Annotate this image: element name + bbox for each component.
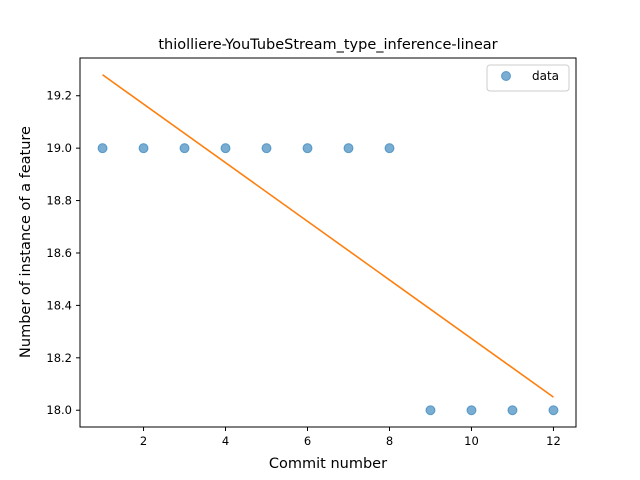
- y-tick-label: 18.8: [46, 194, 72, 208]
- data-points-series: [97, 143, 559, 416]
- data-point: [179, 143, 190, 154]
- data-point: [220, 143, 231, 154]
- y-tick-label: 18.4: [46, 298, 72, 312]
- plot-area: [80, 58, 576, 427]
- y-axis: 18.0 18.2 18.4 18.6 18.8 19.0 19.2: [46, 89, 80, 417]
- data-point: [384, 143, 395, 154]
- plot-frame: [79, 57, 577, 428]
- data-point: [343, 143, 354, 154]
- y-tick-label: 18.2: [46, 351, 72, 365]
- chart-title: thiolliere-YouTubeStream_type_inference-…: [158, 37, 497, 53]
- data-point: [261, 143, 272, 154]
- data-point: [97, 143, 108, 154]
- y-tick-label: 19.0: [46, 141, 72, 155]
- y-tick-label: 19.2: [46, 89, 72, 103]
- data-point: [138, 143, 149, 154]
- data-point: [507, 405, 518, 416]
- x-tick-label: 2: [140, 434, 147, 448]
- x-axis: 2 4 6 8 10 12: [140, 427, 561, 448]
- trend-line: [102, 74, 554, 398]
- legend-label-data: data: [532, 69, 559, 83]
- data-point: [466, 405, 477, 416]
- y-tick-label: 18.6: [46, 246, 72, 260]
- data-point: [425, 405, 436, 416]
- legend: data: [486, 64, 570, 92]
- plot-background: [80, 58, 576, 427]
- x-tick-label: 12: [546, 434, 561, 448]
- x-axis-label: Commit number: [269, 456, 387, 472]
- x-tick-label: 8: [386, 434, 393, 448]
- trend-line-series: [102, 74, 554, 398]
- data-point: [302, 143, 313, 154]
- data-point: [548, 405, 559, 416]
- x-tick-label: 6: [304, 434, 311, 448]
- legend-marker-data: [501, 71, 511, 81]
- x-tick-label: 4: [222, 434, 229, 448]
- y-tick-label: 18.0: [46, 403, 72, 417]
- x-tick-label: 10: [464, 434, 479, 448]
- y-axis-label: Number of instance of a feature: [18, 126, 34, 358]
